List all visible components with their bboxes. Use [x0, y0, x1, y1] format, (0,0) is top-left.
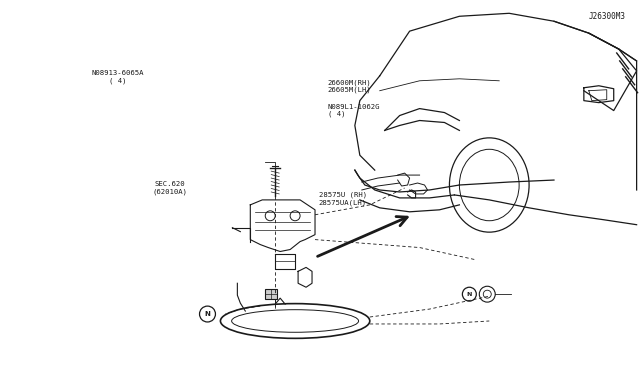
Text: SEC.620
(62010A): SEC.620 (62010A) — [153, 181, 188, 195]
Text: 28575U (RH)
28575UA(LH): 28575U (RH) 28575UA(LH) — [319, 192, 367, 206]
Text: N08913-6065A
( 4): N08913-6065A ( 4) — [91, 70, 143, 84]
Text: N089L1-1062G
( 4): N089L1-1062G ( 4) — [328, 103, 380, 117]
Text: N: N — [205, 311, 211, 317]
FancyBboxPatch shape — [265, 289, 277, 299]
Text: 26600M(RH)
26605M(LH): 26600M(RH) 26605M(LH) — [328, 79, 371, 93]
Text: J26300M3: J26300M3 — [589, 12, 626, 22]
Text: N: N — [467, 292, 472, 297]
